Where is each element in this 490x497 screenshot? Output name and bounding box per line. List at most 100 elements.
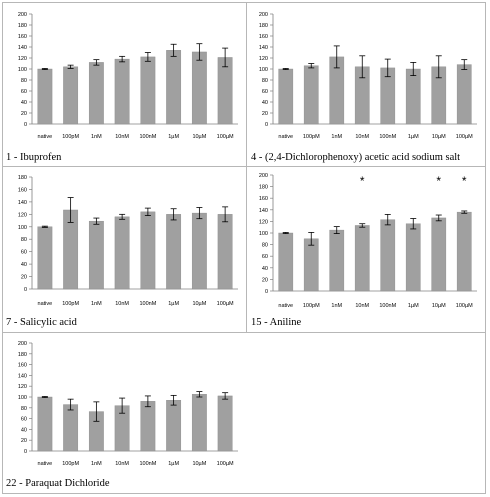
y-tick-label: 60 — [21, 250, 27, 256]
panel-number: 15 — [251, 317, 262, 328]
x-tick-label: 10µM — [192, 461, 206, 467]
panel-title: Ibuprofen — [20, 152, 62, 163]
y-tick-label: 0 — [265, 289, 268, 295]
y-tick-label: 0 — [24, 449, 27, 455]
bar — [354, 225, 370, 292]
bar — [191, 51, 207, 125]
bar — [303, 65, 319, 125]
panel-caption: 4 - (2,4-Dichlorophenoxy) acetic acid so… — [251, 152, 461, 163]
y-tick-label: 40 — [21, 262, 27, 268]
grid-divider — [2, 166, 486, 167]
y-tick-label: 20 — [262, 111, 268, 117]
y-tick-label: 80 — [262, 243, 268, 249]
x-tick-label: 1µM — [168, 301, 179, 307]
y-tick-label: 100 — [18, 67, 27, 73]
x-tick-label: 100pM — [62, 301, 79, 307]
x-tick-label: 1µM — [408, 134, 419, 140]
x-tick-label: 10nM — [115, 301, 129, 307]
x-tick-label: 1nM — [91, 301, 102, 307]
bar — [278, 232, 294, 292]
panel-aniline: 0 20 40 60 80 100 120 140 160 180 200 native 100pM 1n… — [247, 167, 486, 332]
y-tick-label: 160 — [18, 187, 27, 193]
x-tick-label: 10µM — [432, 134, 446, 140]
y-tick-label: 140 — [18, 45, 27, 51]
bar — [166, 214, 182, 290]
x-tick-label: 10nM — [115, 461, 129, 467]
x-tick-label: 100pM — [303, 134, 320, 140]
bar — [191, 394, 207, 452]
x-tick-label: 100µM — [217, 301, 234, 307]
x-tick-label: native — [38, 461, 53, 467]
y-tick-label: 20 — [21, 438, 27, 444]
grid-divider — [246, 2, 247, 332]
bar-chart: 0 20 40 60 80 100 120 140 160 180 200 native 100pM 1n… — [18, 12, 238, 140]
bar — [456, 64, 472, 125]
x-tick-label: 100µM — [456, 303, 473, 309]
y-tick-label: 200 — [18, 341, 27, 347]
grid-divider — [2, 332, 486, 333]
x-tick-label: 100nM — [379, 134, 396, 140]
bar — [140, 211, 156, 290]
bar — [166, 50, 182, 125]
x-tick-label: 1nM — [331, 134, 342, 140]
x-tick-label: 100pM — [62, 461, 79, 467]
x-tick-label: native — [278, 303, 293, 309]
x-tick-label: 100nM — [379, 303, 396, 309]
panel-title: Salicylic acid — [20, 317, 77, 328]
y-tick-label: 60 — [262, 89, 268, 95]
bar-chart: 0 20 40 60 80 100 120 140 160 180 200 native 100pM 1n… — [18, 341, 238, 467]
x-tick-label: 100nM — [139, 301, 156, 307]
y-tick-label: 180 — [18, 23, 27, 29]
y-tick-label: 160 — [18, 363, 27, 369]
bar — [88, 62, 104, 125]
bar — [37, 68, 53, 125]
bar — [431, 217, 447, 292]
bar — [37, 396, 53, 452]
figure-grid — [2, 2, 486, 494]
y-tick-label: 180 — [18, 175, 27, 181]
bar — [217, 214, 233, 290]
y-tick-label: 200 — [259, 12, 268, 18]
panel-dichlorophenoxy: 0 20 40 60 80 100 120 140 160 180 200 native 100pM 1n… — [247, 2, 486, 166]
y-tick-label: 0 — [24, 287, 27, 293]
y-tick-label: 60 — [262, 254, 268, 260]
y-tick-label: 200 — [18, 12, 27, 18]
x-tick-label: 10nM — [115, 134, 129, 140]
bar — [217, 395, 233, 452]
y-tick-label: 20 — [21, 111, 27, 117]
x-tick-label: 1µM — [168, 134, 179, 140]
y-tick-label: 40 — [21, 100, 27, 106]
x-tick-label: 1nM — [331, 303, 342, 309]
y-tick-label: 0 — [24, 122, 27, 128]
x-tick-label: 10nM — [355, 303, 369, 309]
x-tick-label: native — [38, 134, 53, 140]
x-tick-label: 1nM — [91, 134, 102, 140]
bar — [456, 211, 472, 292]
y-tick-label: 180 — [18, 352, 27, 358]
y-tick-label: 20 — [21, 275, 27, 281]
y-tick-label: 100 — [18, 395, 27, 401]
bar — [88, 220, 104, 290]
bar — [63, 66, 79, 125]
bar — [114, 216, 130, 290]
panel-ibuprofen: 0 20 40 60 80 100 120 140 160 180 200 native 100pM 1n… — [2, 2, 246, 166]
y-tick-label: 60 — [21, 89, 27, 95]
x-tick-label: 1nM — [91, 461, 102, 467]
y-tick-label: 160 — [259, 196, 268, 202]
y-tick-label: 80 — [262, 78, 268, 84]
bar — [405, 223, 421, 292]
x-tick-label: 10nM — [355, 134, 369, 140]
y-tick-label: 100 — [259, 231, 268, 237]
significance-marker: * — [436, 174, 441, 188]
bar — [63, 404, 79, 452]
y-tick-label: 120 — [18, 384, 27, 390]
bar — [329, 229, 345, 292]
y-tick-label: 160 — [259, 34, 268, 40]
bar — [191, 212, 207, 290]
panel-title: (2,4-Dichlorophenoxy) acetic acid sodium… — [265, 152, 461, 163]
y-tick-label: 140 — [259, 208, 268, 214]
y-tick-label: 180 — [259, 185, 268, 191]
bar-chart: 0 20 40 60 80 100 120 140 160 180 200 native 100pM 1n… — [259, 12, 477, 140]
y-tick-label: 120 — [259, 56, 268, 62]
x-tick-label: 100µM — [217, 461, 234, 467]
